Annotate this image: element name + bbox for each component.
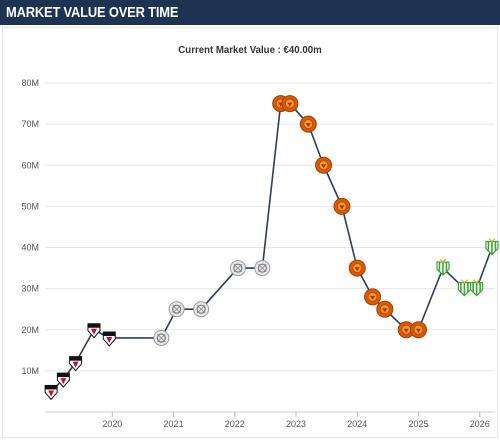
data-point xyxy=(254,260,271,277)
data-point xyxy=(315,156,333,174)
data-point xyxy=(397,321,415,339)
crest-crown xyxy=(488,238,496,243)
crest-center xyxy=(90,328,97,335)
crest-devil xyxy=(305,123,311,128)
crest-ring xyxy=(233,263,243,273)
crest-cross xyxy=(233,263,243,273)
crest-crown xyxy=(473,279,481,284)
crest-devil xyxy=(382,308,388,313)
crest-band xyxy=(103,331,116,336)
x-tick-label: 2023 xyxy=(286,419,306,429)
y-tick-label: 80M xyxy=(21,78,39,88)
crest-center xyxy=(48,390,55,397)
data-point xyxy=(348,259,366,277)
x-tick-label: 2020 xyxy=(102,419,122,429)
crest-center xyxy=(72,361,79,368)
crest-devil xyxy=(321,164,327,169)
header-bar: MARKET VALUE OVER TIME xyxy=(0,0,500,25)
crest-cross xyxy=(258,263,267,273)
crest-center xyxy=(60,378,67,385)
data-point xyxy=(56,372,70,388)
crest-ring xyxy=(257,263,267,273)
data-point xyxy=(229,260,246,277)
data-point xyxy=(333,197,351,215)
crest-devil xyxy=(287,102,293,107)
crest-devil xyxy=(370,295,376,300)
data-point xyxy=(69,356,83,372)
data-point xyxy=(87,323,101,339)
data-point xyxy=(409,321,427,339)
crest-ring xyxy=(172,304,182,314)
crest-crown xyxy=(439,258,447,263)
crest-devil xyxy=(354,267,360,272)
axis-layer: 10M 20M 30M 40M 50M 60M 70M 80M 2020 2021 2022 2023… xyxy=(21,78,495,429)
data-point xyxy=(193,301,210,318)
crest-devil xyxy=(339,205,345,210)
data-point xyxy=(376,300,394,318)
crest-cross xyxy=(196,304,206,314)
y-tick-label: 50M xyxy=(21,201,39,211)
data-point xyxy=(102,331,116,347)
y-tick-label: 30M xyxy=(21,284,39,294)
data-point xyxy=(299,115,317,133)
x-tick-label: 2025 xyxy=(408,419,428,429)
chart-frame xyxy=(2,27,498,438)
crest-ring xyxy=(196,304,206,314)
data-point xyxy=(470,279,484,297)
crest-cross xyxy=(157,333,166,343)
y-tick-label: 20M xyxy=(21,325,39,335)
crest-stripes xyxy=(472,282,481,295)
y-tick-label: 60M xyxy=(21,160,39,170)
grid-layer xyxy=(45,82,495,372)
y-tick-label: 40M xyxy=(21,243,39,253)
marker-layer xyxy=(44,95,499,401)
crest-devil xyxy=(415,328,421,333)
data-point xyxy=(364,288,382,306)
data-point xyxy=(281,95,299,113)
crest-stripes xyxy=(487,241,497,254)
crest-center xyxy=(106,336,113,343)
crest-band xyxy=(45,385,58,390)
section-title: MARKET VALUE OVER TIME xyxy=(6,4,179,21)
crest-band xyxy=(87,323,100,328)
data-point xyxy=(153,329,170,346)
crest-devil xyxy=(403,328,409,333)
data-point xyxy=(485,238,499,256)
y-tick-label: 70M xyxy=(21,119,39,129)
data-point xyxy=(457,279,471,297)
crest-cross xyxy=(172,304,181,314)
y-tick-label: 10M xyxy=(21,366,39,376)
data-point xyxy=(44,384,58,401)
crest-band xyxy=(69,356,82,361)
x-tick-label: 2026 xyxy=(470,419,490,429)
data-point xyxy=(436,258,450,276)
crest-ring xyxy=(156,333,166,343)
data-point xyxy=(168,301,185,318)
crest-band xyxy=(57,373,70,378)
crest-crown xyxy=(460,279,468,284)
x-tick-label: 2021 xyxy=(164,419,184,429)
chart-title: Current Market Value : €40.00m xyxy=(178,44,322,56)
x-tick-label: 2022 xyxy=(225,419,245,429)
crest-stripes xyxy=(460,282,469,295)
x-tick-label: 2024 xyxy=(347,419,367,429)
crest-stripes xyxy=(438,262,448,275)
